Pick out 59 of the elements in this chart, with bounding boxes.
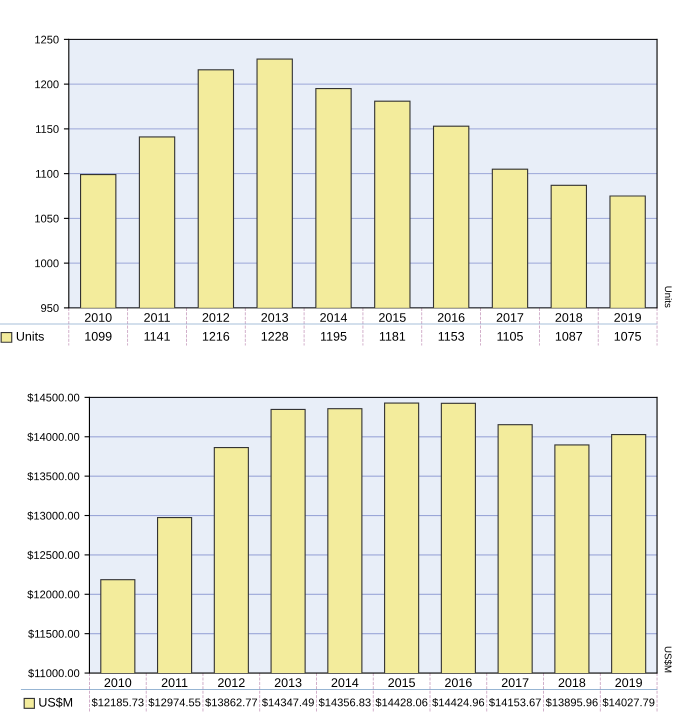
y-tick-label: 1250	[35, 36, 59, 44]
data-label: $13862.77	[205, 698, 258, 708]
x-tick-label: 2019	[614, 313, 641, 322]
data-label: 1216	[202, 332, 230, 341]
y-tick-label: 1000	[35, 259, 59, 268]
x-tick-label: 2011	[144, 313, 170, 322]
data-label: $12974.55	[148, 698, 200, 708]
y-tick-label: $13000.00	[27, 511, 80, 520]
x-tick-label: 2012	[202, 313, 230, 322]
x-tick-label: 2014	[320, 313, 348, 322]
y-tick-label: $12500.00	[27, 550, 80, 560]
data-label: 1099	[85, 332, 112, 341]
y-tick-label: 1100	[36, 170, 59, 178]
data-label: $14153.67	[489, 698, 541, 708]
y-tick-label: $11000.00	[28, 668, 80, 678]
x-tick-label: 2017	[502, 678, 528, 688]
x-tick-label: 2016	[438, 313, 465, 322]
x-tick-label: 2011	[162, 678, 188, 688]
y-axis-title: US$M	[664, 646, 672, 672]
y-axis-title: Units	[664, 286, 672, 308]
y-tick-label: 950	[41, 304, 59, 312]
y-tick-label: $14000.00	[27, 432, 80, 442]
x-tick-label: 2016	[445, 678, 472, 688]
x-tick-label: 2018	[556, 313, 582, 322]
legend-label: Units	[16, 332, 44, 341]
y-tick-label: 1150	[36, 125, 59, 134]
x-tick-label: 2019	[615, 678, 642, 688]
y-tick-label: $13500.00	[27, 472, 80, 481]
data-label: 1141	[144, 332, 170, 341]
y-tick-label: 1050	[35, 214, 59, 223]
data-label: 1195	[321, 332, 346, 341]
legend-label: US$M	[39, 697, 72, 708]
data-label: $14347.49	[262, 698, 314, 708]
y-tick-label: $11500.00	[28, 629, 80, 638]
x-tick-label: 2018	[558, 678, 586, 688]
x-tick-label: 2010	[104, 678, 132, 688]
y-tick-label: $14500.00	[27, 393, 80, 402]
x-tick-label: 2015	[379, 313, 406, 322]
data-label: $12185.73	[92, 698, 144, 708]
x-tick-label: 2010	[84, 313, 112, 322]
data-label: $14424.96	[432, 698, 484, 708]
x-tick-label: 2013	[261, 313, 288, 322]
data-label: 1075	[614, 332, 642, 341]
data-label: $13895.96	[546, 698, 598, 708]
data-label: 1105	[497, 332, 523, 341]
x-tick-label: 2013	[274, 678, 302, 688]
x-tick-label: 2012	[218, 678, 245, 688]
x-tick-label: 2017	[496, 313, 524, 322]
y-tick-label: $12000.00	[27, 590, 80, 600]
data-label: 1153	[438, 332, 464, 341]
data-label: $14027.79	[602, 698, 654, 708]
data-label: $14428.06	[375, 698, 428, 708]
y-tick-label: 1200	[35, 80, 59, 88]
data-label: 1228	[262, 332, 288, 341]
data-label: $14356.83	[318, 698, 371, 708]
data-label: 1087	[556, 332, 582, 341]
x-tick-label: 2014	[332, 678, 358, 688]
data-label: 1181	[380, 332, 406, 341]
x-tick-label: 2015	[388, 678, 415, 688]
